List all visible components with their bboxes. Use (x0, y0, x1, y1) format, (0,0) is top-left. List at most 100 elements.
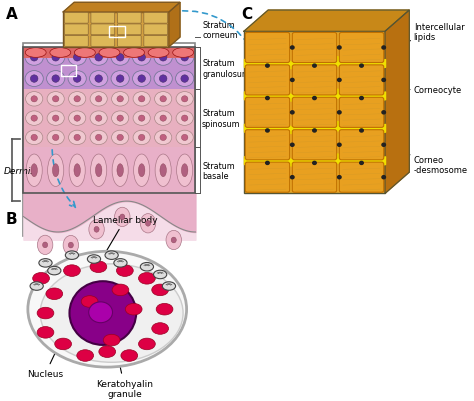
Circle shape (360, 97, 363, 100)
Ellipse shape (181, 55, 189, 62)
FancyBboxPatch shape (144, 36, 168, 47)
Ellipse shape (112, 155, 128, 187)
Ellipse shape (26, 155, 42, 187)
Ellipse shape (90, 71, 108, 87)
Ellipse shape (95, 55, 102, 62)
FancyBboxPatch shape (245, 33, 290, 63)
Ellipse shape (89, 220, 104, 239)
Ellipse shape (43, 242, 48, 248)
FancyBboxPatch shape (339, 130, 384, 160)
Ellipse shape (70, 282, 136, 345)
Ellipse shape (74, 135, 81, 141)
Ellipse shape (140, 214, 156, 233)
Ellipse shape (155, 92, 172, 107)
Ellipse shape (310, 58, 338, 67)
Ellipse shape (133, 92, 150, 107)
Ellipse shape (117, 135, 123, 141)
Bar (109, 27, 125, 38)
Ellipse shape (25, 50, 43, 66)
Ellipse shape (50, 49, 71, 58)
Ellipse shape (310, 122, 338, 132)
Text: Stratum
corneum: Stratum corneum (202, 20, 238, 40)
Ellipse shape (133, 71, 151, 87)
Ellipse shape (160, 135, 166, 141)
Circle shape (382, 176, 385, 179)
Ellipse shape (138, 116, 145, 122)
Ellipse shape (154, 271, 167, 279)
Circle shape (291, 111, 294, 115)
Ellipse shape (160, 97, 166, 103)
Ellipse shape (133, 111, 150, 126)
Text: Tight junction: Tight junction (63, 10, 121, 45)
FancyBboxPatch shape (292, 33, 337, 63)
Ellipse shape (155, 131, 172, 145)
Ellipse shape (89, 302, 112, 323)
Ellipse shape (160, 164, 166, 177)
Ellipse shape (69, 131, 86, 145)
Ellipse shape (182, 135, 188, 141)
Polygon shape (63, 3, 180, 13)
Bar (23, 48, 195, 194)
Text: Keratohyalin
granule: Keratohyalin granule (96, 350, 154, 398)
FancyBboxPatch shape (64, 13, 88, 24)
Ellipse shape (154, 50, 173, 66)
Ellipse shape (166, 231, 182, 250)
Ellipse shape (105, 251, 118, 260)
Circle shape (313, 97, 316, 100)
Ellipse shape (26, 111, 43, 126)
Ellipse shape (117, 97, 123, 103)
Ellipse shape (26, 92, 43, 107)
FancyBboxPatch shape (118, 36, 141, 47)
Ellipse shape (53, 97, 59, 103)
Ellipse shape (46, 71, 65, 87)
Circle shape (337, 144, 341, 147)
FancyBboxPatch shape (292, 130, 337, 160)
Text: Nucleus: Nucleus (27, 329, 66, 378)
Circle shape (313, 162, 316, 165)
Ellipse shape (30, 55, 38, 62)
Ellipse shape (30, 76, 38, 83)
FancyBboxPatch shape (339, 33, 384, 63)
Ellipse shape (28, 252, 187, 367)
Ellipse shape (77, 350, 93, 361)
Ellipse shape (40, 264, 183, 363)
Ellipse shape (99, 346, 116, 358)
FancyBboxPatch shape (245, 98, 290, 128)
Ellipse shape (310, 155, 338, 164)
Ellipse shape (47, 92, 64, 107)
Ellipse shape (160, 116, 166, 122)
Ellipse shape (111, 111, 129, 126)
Circle shape (313, 130, 316, 133)
Ellipse shape (138, 55, 146, 62)
Ellipse shape (68, 71, 86, 87)
Text: Corneocyte: Corneocyte (414, 85, 462, 95)
Ellipse shape (117, 55, 124, 62)
Circle shape (266, 65, 269, 68)
Ellipse shape (152, 284, 169, 296)
Ellipse shape (111, 92, 129, 107)
Ellipse shape (53, 164, 59, 177)
Ellipse shape (159, 55, 167, 62)
Text: Stratum
basale: Stratum basale (202, 161, 235, 180)
FancyBboxPatch shape (118, 25, 141, 36)
Ellipse shape (46, 288, 63, 300)
Ellipse shape (111, 71, 129, 87)
Ellipse shape (74, 49, 95, 58)
Ellipse shape (133, 50, 151, 66)
FancyBboxPatch shape (144, 13, 168, 24)
FancyBboxPatch shape (245, 163, 290, 193)
Ellipse shape (90, 111, 107, 126)
Bar (61, 66, 76, 77)
Ellipse shape (156, 304, 173, 315)
Ellipse shape (30, 282, 43, 291)
Ellipse shape (94, 227, 99, 233)
FancyBboxPatch shape (339, 66, 384, 96)
Circle shape (266, 97, 269, 100)
Ellipse shape (310, 90, 338, 100)
Ellipse shape (125, 304, 142, 315)
FancyBboxPatch shape (292, 98, 337, 128)
Ellipse shape (31, 135, 37, 141)
Ellipse shape (138, 97, 145, 103)
Ellipse shape (134, 155, 150, 187)
Ellipse shape (90, 92, 107, 107)
